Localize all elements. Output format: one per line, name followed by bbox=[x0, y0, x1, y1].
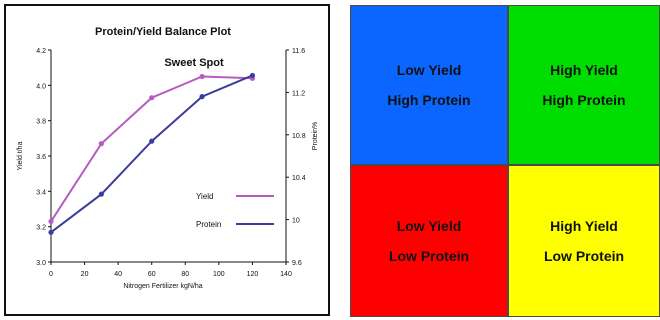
data-point-yield bbox=[199, 73, 205, 80]
y-tick-label-left: 3.8 bbox=[36, 119, 46, 126]
data-point-yield bbox=[149, 95, 155, 101]
quadrant-line-2: High Protein bbox=[542, 92, 626, 108]
data-point-protein bbox=[249, 72, 256, 79]
x-tick-label: 40 bbox=[114, 271, 122, 278]
sweet-spot-annotation: Sweet Spot bbox=[164, 57, 224, 69]
y-tick-label-left: 4.2 bbox=[36, 48, 46, 55]
x-tick-label: 20 bbox=[81, 271, 89, 278]
x-tick-label: 80 bbox=[181, 271, 189, 278]
chart-title: Protein/Yield Balance Plot bbox=[95, 26, 231, 38]
y-tick-label-right: 10 bbox=[292, 218, 300, 225]
x-tick-label: 100 bbox=[213, 271, 225, 278]
data-point-yield bbox=[48, 218, 54, 224]
y-tick-label-left: 4.0 bbox=[36, 83, 46, 90]
quadrant-line-1: Low Yield bbox=[396, 62, 462, 78]
y-tick-label-right: 9.6 bbox=[292, 260, 302, 267]
y-axis-label-right: Protein% bbox=[312, 122, 319, 150]
y-tick-label-right: 11.6 bbox=[292, 48, 305, 55]
quadrant-low-yield-high-protein: Low Yield High Protein bbox=[350, 5, 508, 165]
quadrant-line-2: High Protein bbox=[387, 92, 471, 108]
data-point-protein bbox=[98, 191, 104, 197]
quadrant-line-2: Low Protein bbox=[388, 248, 470, 264]
legend-label-yield: Yield bbox=[196, 192, 214, 201]
data-point-protein bbox=[149, 138, 155, 144]
quadrant-line-1: High Yield bbox=[550, 218, 618, 234]
quadrant-high-yield-high-protein: High Yield High Protein bbox=[508, 5, 660, 165]
quadrant-high-yield-low-protein: High Yield Low Protein bbox=[508, 165, 660, 317]
y-tick-label-left: 3.4 bbox=[36, 189, 46, 196]
quadrant-grid: Low Yield High Protein High Yield High P… bbox=[350, 5, 660, 317]
y-tick-label-right: 10.8 bbox=[292, 133, 306, 140]
y-tick-label-left: 3.2 bbox=[36, 225, 46, 232]
x-tick-label: 0 bbox=[49, 271, 53, 278]
data-point-yield bbox=[98, 141, 104, 147]
x-tick-label: 120 bbox=[247, 271, 259, 278]
y-tick-label-right: 10.4 bbox=[292, 175, 306, 182]
y-tick-label-right: 11.2 bbox=[292, 90, 305, 97]
quadrant-line-1: Low Yield bbox=[396, 218, 462, 234]
data-point-protein bbox=[48, 229, 54, 235]
y-tick-label-left: 3.6 bbox=[36, 154, 46, 161]
quadrant-line-1: High Yield bbox=[550, 62, 618, 78]
x-tick-label: 60 bbox=[148, 271, 156, 278]
chart-panel: Protein/Yield Balance Plot Sweet Spot 0 20 4… bbox=[4, 4, 330, 316]
legend-label-protein: Protein bbox=[196, 220, 221, 229]
x-tick-label: 140 bbox=[280, 271, 292, 278]
quadrant-low-yield-low-protein: Low Yield Low Protein bbox=[350, 165, 508, 317]
y-axis-label-left: Yield t/ha bbox=[17, 141, 24, 170]
chart-svg: Protein/Yield Balance Plot Sweet Spot 0 20 4… bbox=[17, 26, 319, 290]
data-point-protein bbox=[199, 94, 205, 100]
quadrant-line-2: Low Protein bbox=[543, 248, 625, 264]
x-axis-label: Nitrogen Fertilizer kgN/ha bbox=[123, 283, 202, 290]
y-tick-label-left: 3.0 bbox=[36, 260, 46, 267]
